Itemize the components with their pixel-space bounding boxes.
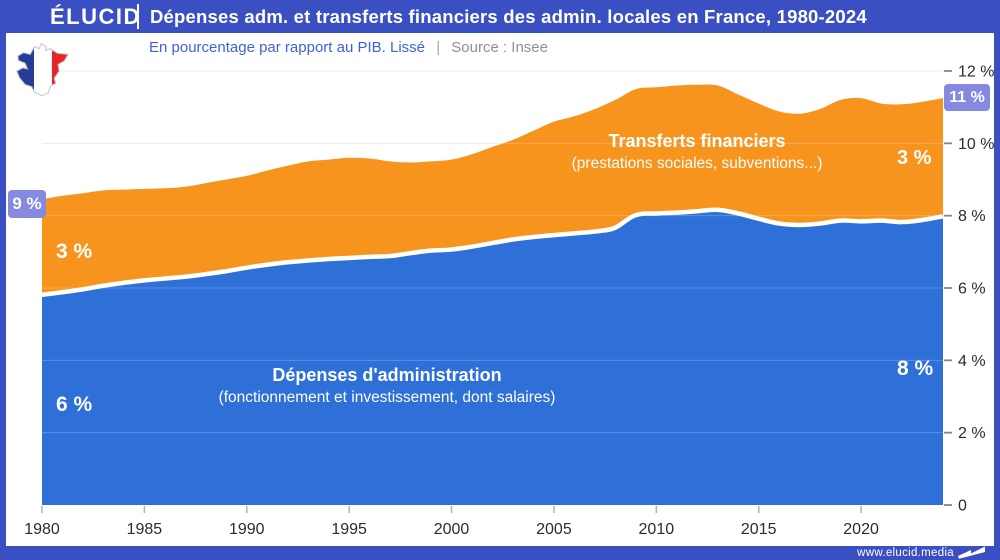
chart-title: Dépenses adm. et transferts financiers d… bbox=[150, 6, 867, 27]
content-panel bbox=[6, 33, 994, 546]
transfers-2024-value: 3 % bbox=[897, 147, 932, 169]
chart-subtitle: En pourcentage par rapport au PIB. Lissé… bbox=[149, 39, 548, 56]
subtitle-text: En pourcentage par rapport au PIB. Lissé bbox=[149, 39, 426, 56]
admin-2024-value: 8 % bbox=[897, 357, 934, 380]
elucid-logo: ÉLUCID bbox=[50, 4, 141, 29]
total-1980-badge: 9 % bbox=[8, 190, 46, 218]
total-2024-badge: 11 % bbox=[944, 84, 990, 111]
footer-bar: www.elucid.media bbox=[0, 546, 1000, 560]
header-bar: ÉLUCID Dépenses adm. et transferts finan… bbox=[0, 0, 1000, 33]
footer-flag-icon bbox=[958, 546, 985, 559]
footer-url: www.elucid.media bbox=[857, 547, 954, 559]
transfers-1980-value: 3 % bbox=[56, 240, 93, 263]
transfers-area-sublabel: (prestations sociales, subventions...) bbox=[571, 155, 823, 172]
admin-1980-value: 6 % bbox=[56, 393, 93, 416]
transfers-area-label: Transferts financiers bbox=[608, 131, 786, 151]
header-divider bbox=[137, 4, 139, 29]
subtitle-separator: | bbox=[436, 39, 441, 56]
france-map-icon bbox=[15, 42, 70, 97]
admin-area-sublabel: (fonctionnement et investissement, dont … bbox=[218, 389, 556, 406]
admin-area-label: Dépenses d'administration bbox=[272, 365, 502, 385]
source-label: Source : Insee bbox=[451, 39, 548, 56]
